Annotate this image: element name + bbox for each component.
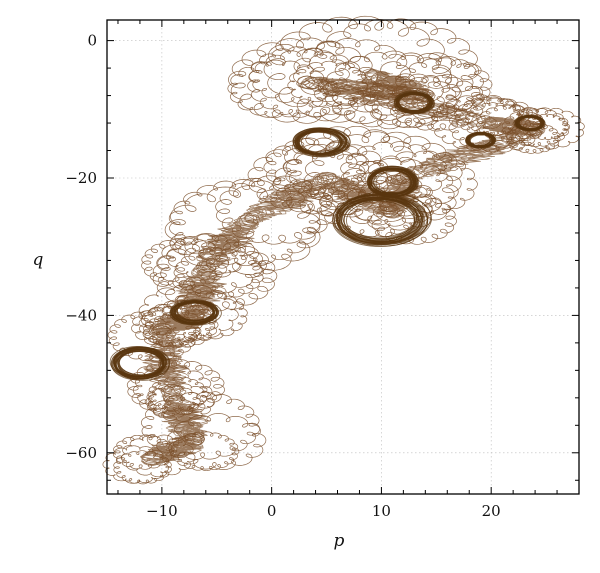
trajectory-loop xyxy=(161,290,248,341)
trajectory-lines xyxy=(102,15,585,485)
dense-ring-loop xyxy=(466,132,496,148)
trajectory-connector xyxy=(175,261,227,322)
trajectory-loop xyxy=(263,15,453,124)
trajectory-connector xyxy=(142,323,190,404)
trajectory-loop xyxy=(331,158,459,231)
y-tick-label: −20 xyxy=(65,169,97,187)
dense-ring-loop xyxy=(293,130,345,158)
trajectory-connector xyxy=(149,309,207,336)
dense-ring-loop xyxy=(172,299,215,322)
x-axis-label: p xyxy=(334,531,345,551)
trajectory-connector xyxy=(196,213,260,274)
trajectory-loop xyxy=(247,144,367,213)
dense-ring-loop xyxy=(396,93,431,113)
y-axis-label: q xyxy=(33,250,44,270)
trajectory-loop xyxy=(272,149,389,217)
dense-ring-loop xyxy=(117,351,163,378)
trajectory-connector xyxy=(297,75,502,130)
dense-ring-loop xyxy=(170,300,217,325)
trajectory-loop xyxy=(287,60,369,108)
x-tick-label: 10 xyxy=(372,502,391,520)
trajectory-connector xyxy=(140,432,206,466)
trajectory-loop xyxy=(140,391,261,460)
trajectory-loop xyxy=(164,185,321,275)
y-tick-label: 0 xyxy=(87,32,97,50)
axis-ticks xyxy=(107,20,580,494)
trajectory-loop xyxy=(173,247,265,300)
trajectory-connector xyxy=(157,391,210,446)
x-tick-label: 20 xyxy=(482,502,501,520)
dense-ring-loop xyxy=(373,167,416,194)
y-tick-label: −60 xyxy=(65,444,97,462)
dense-ring-loop xyxy=(296,131,342,155)
trajectory-connector xyxy=(240,171,337,226)
plot-frame xyxy=(106,19,580,495)
dense-ring-loop xyxy=(469,134,494,148)
dense-ring-loop xyxy=(294,128,348,156)
x-tick-label: −10 xyxy=(146,502,178,520)
dense-ring-loop xyxy=(337,196,428,247)
trajectory-loop xyxy=(107,310,198,362)
trajectory-loop xyxy=(138,284,239,342)
trajectory-loop xyxy=(102,445,170,484)
trajectory-connector xyxy=(360,68,436,102)
trajectory-connector xyxy=(395,123,546,185)
x-tick-label: 0 xyxy=(267,502,277,520)
trajectory-loop xyxy=(228,37,379,124)
dense-ring-loop xyxy=(516,116,541,131)
tick-labels: −10 0 10 20 0 −20 −40 −60 xyxy=(65,32,500,520)
y-tick-label: −40 xyxy=(65,306,97,324)
